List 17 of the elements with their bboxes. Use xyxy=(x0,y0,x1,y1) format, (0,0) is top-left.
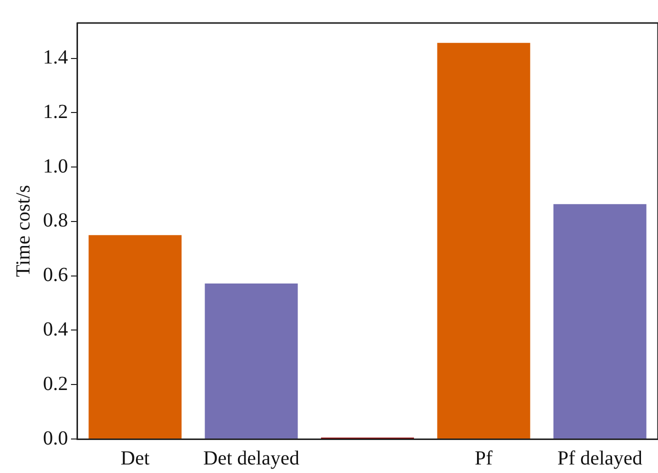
y-tick-label: 0.4 xyxy=(43,318,68,340)
y-tick-label: 0.6 xyxy=(43,264,68,286)
y-axis-title: Time cost/s xyxy=(12,184,34,278)
x-tick-label: Pf xyxy=(474,447,493,470)
y-tick-label: 0.8 xyxy=(43,210,68,232)
bar xyxy=(204,283,298,438)
y-tick-label: 1.0 xyxy=(43,155,68,178)
y-tick-label: 0.2 xyxy=(43,372,68,395)
y-tick-label: 1.4 xyxy=(43,46,68,69)
x-tick-label: Det delayed xyxy=(203,447,300,470)
bar xyxy=(553,204,646,438)
y-tick-label: 0.0 xyxy=(43,427,68,450)
y-tick-label: 1.2 xyxy=(43,100,68,123)
x-tick-label: Det xyxy=(120,447,150,470)
x-tick-label: Pf delayed xyxy=(557,447,642,470)
bar xyxy=(88,235,182,438)
bar xyxy=(437,42,530,438)
